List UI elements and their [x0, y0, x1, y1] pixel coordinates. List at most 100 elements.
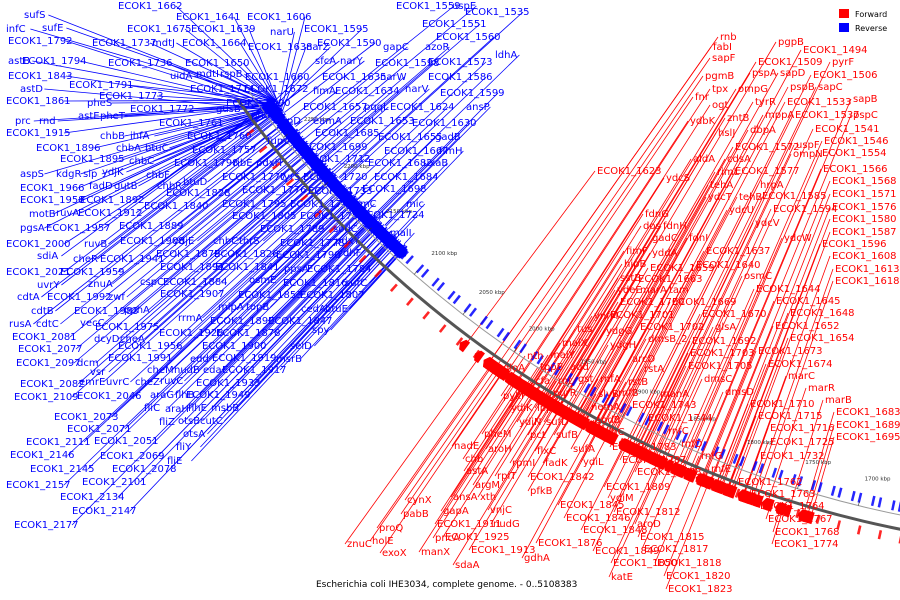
reverse-leader-line — [67, 190, 351, 456]
reverse-gene-label: ECOK1_1660 — [245, 72, 310, 83]
reverse-leader-line — [220, 176, 339, 283]
forward-leader-line — [743, 375, 787, 493]
forward-gene-arrow — [258, 145, 268, 154]
genome-backbone-inner — [248, 90, 900, 516]
reverse-gene-arrow — [850, 490, 856, 502]
forward-gene-label: ECOK1_1596 — [822, 239, 887, 250]
reverse-gene-label: gusB — [216, 104, 241, 115]
reverse-gene-label: ECOK1_1724 — [360, 210, 425, 221]
forward-gene-arrow — [374, 269, 383, 278]
reverse-gene-label: ECOK1_1653 — [350, 116, 415, 127]
forward-gene-label: ECOK1_1533 — [787, 97, 852, 108]
reverse-gene-label: pheT — [100, 111, 126, 122]
forward-gene-label: malY — [550, 350, 576, 361]
kbp-tick-label: 1750 kbp — [805, 460, 831, 466]
forward-gene-label: pykF — [503, 391, 527, 402]
reverse-gene-arrow — [877, 497, 883, 508]
reverse-gene-label: ECOK1_1843 — [8, 71, 73, 82]
forward-gene-label: ECOK1_1705 — [688, 361, 753, 372]
forward-gene-label: ECOK1_1710 — [750, 399, 815, 410]
forward-gene-arrow — [422, 311, 430, 320]
reverse-gene-arrow — [332, 182, 342, 192]
reverse-gene-arrow — [261, 98, 274, 109]
forward-gene-label: ydcU — [729, 205, 754, 216]
forward-gene-label: ydcV — [755, 218, 780, 229]
forward-gene-arrow — [406, 297, 414, 306]
forward-leader-line — [729, 415, 757, 487]
forward-gene-arrow — [272, 162, 281, 170]
forward-leader-line — [719, 363, 767, 483]
forward-gene-label: fabI — [713, 42, 732, 53]
reverse-gene-arrow — [662, 424, 670, 435]
reverse-gene-label: sufS — [24, 10, 45, 21]
forward-leader-line — [664, 378, 703, 460]
kbp-tick-label: 1800 kbp — [747, 440, 773, 446]
forward-gene-label: cdsA — [727, 154, 751, 165]
reverse-gene-label: ECOK1_1959 — [60, 267, 125, 278]
forward-gene-label: ECOK1_1587 — [832, 227, 897, 238]
forward-gene-label: dos — [643, 221, 661, 232]
forward-gene-label: tus — [577, 324, 592, 335]
forward-leader-line — [527, 409, 568, 478]
forward-gene-label: ECOK1_1744 — [648, 413, 713, 424]
forward-gene-label: ECOK1_1494 — [803, 45, 868, 56]
reverse-leader-line — [87, 202, 363, 470]
forward-gene-label: ECOK1_1849 — [595, 546, 660, 557]
forward-gene-label: ECOK1_1659 — [650, 263, 715, 274]
forward-leader-line — [628, 184, 759, 443]
kbp-tick-mark — [513, 347, 518, 352]
reverse-leader-line — [272, 192, 353, 268]
reverse-gene-label: astD — [20, 84, 43, 95]
forward-gene-arrow — [742, 491, 752, 504]
forward-gene-label: ECOK1_1613 — [835, 264, 900, 275]
reverse-gene-label: mipA — [218, 302, 244, 313]
reverse-gene-label: ECOK1_1928 — [159, 328, 224, 339]
reverse-gene-label: ECOK1_1672 — [244, 84, 309, 95]
reverse-leader-line — [244, 73, 277, 103]
reverse-gene-arrow — [830, 485, 836, 496]
reverse-leader-line — [207, 118, 290, 183]
forward-gene-label: rpmI — [512, 458, 535, 469]
reverse-gene-label: ECOK1_1641 — [176, 12, 241, 23]
forward-gene-label: ECOK1_1537 — [795, 110, 860, 121]
forward-leader-line — [404, 364, 499, 501]
forward-gene-label: ECOK1_1715 — [758, 411, 823, 422]
forward-gene-arrow — [617, 437, 625, 447]
reverse-leader-line — [237, 163, 327, 242]
forward-gene-arrow — [754, 495, 764, 508]
reverse-leader-line — [300, 244, 406, 360]
forward-leader-line — [637, 195, 761, 447]
reverse-leader-line — [103, 100, 276, 229]
forward-gene-label: ECOK1_1774 — [774, 539, 839, 550]
forward-gene-label: hipB — [624, 259, 646, 270]
reverse-gene-label: ECOK1_1655 — [378, 132, 443, 143]
reverse-gene-label: uvrC — [106, 377, 129, 388]
forward-gene-label: cynX — [407, 495, 432, 506]
reverse-gene-label: ECOK1_1912 — [78, 208, 143, 219]
reverse-leader-line — [207, 235, 396, 435]
reverse-leader-line — [273, 198, 359, 281]
reverse-gene-label: ECOK1_1776 — [242, 185, 307, 196]
reverse-gene-label: bioD — [278, 116, 301, 127]
reverse-gene-label: cheZ — [135, 377, 160, 388]
forward-leader-line — [440, 382, 525, 512]
reverse-gene-label: ECOK1_1798 — [174, 158, 239, 169]
forward-gene-arrow — [490, 361, 498, 371]
forward-leader-line — [530, 177, 665, 387]
forward-leader-line — [654, 471, 694, 564]
reverse-leader-line — [388, 150, 464, 230]
reverse-gene-label: malI — [390, 228, 412, 239]
reverse-gene-label: pheS — [87, 98, 112, 109]
reverse-gene-arrow — [656, 421, 664, 432]
reverse-gene-label: mic — [406, 199, 424, 210]
reverse-gene-label: dcyD — [94, 334, 120, 345]
forward-gene-label: pspB — [790, 82, 815, 93]
forward-gene-label: ECOK1_1546 — [824, 136, 889, 147]
forward-leader-line — [569, 344, 609, 411]
reverse-leader-line — [273, 222, 383, 334]
forward-leader-line — [613, 449, 645, 513]
forward-gene-label: marB — [825, 395, 852, 406]
forward-leader-line — [727, 243, 821, 487]
forward-gene-label: katE — [611, 572, 633, 583]
